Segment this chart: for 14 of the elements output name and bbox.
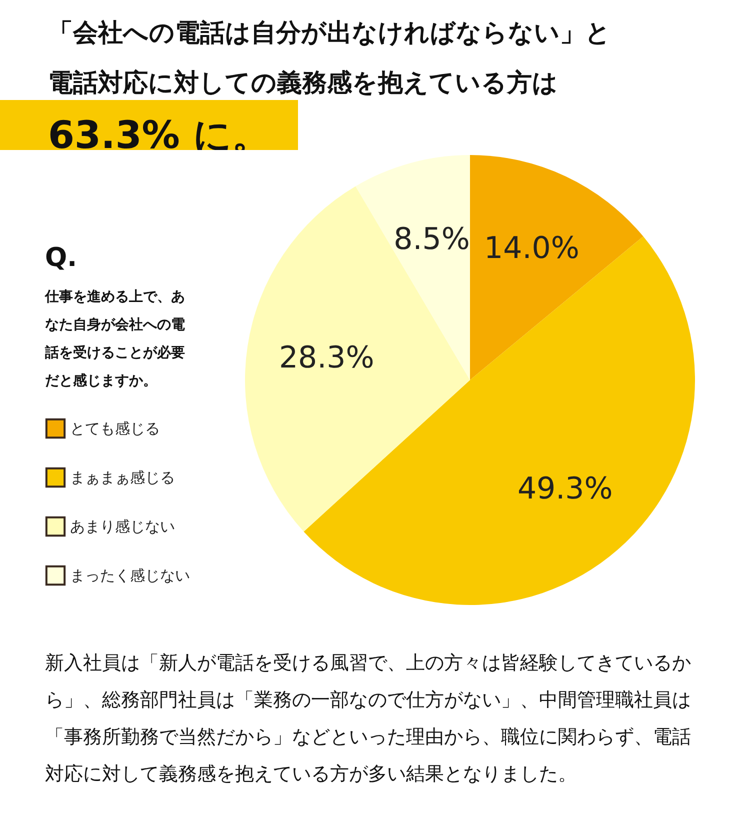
pie-slice (245, 186, 470, 532)
text: Q. (45, 243, 77, 273)
legend-label: まったく感じない (70, 566, 190, 584)
chart-title: 「会社への電話は自分が出なければならない」と電話対応に対しての義務感を抱えている方は (48, 17, 612, 99)
text: 新入社員は「新人が電話を受ける風習で、上の方々は皆経験してきているから」、総務部門社員は「業務の一部なので仕方がない」、中間管理職社員は「事務所勤務で当然だから」などといった理由から、職位に関わらず、電話対応に対して義務感を抱えている方が多い結果となりました。 (45, 651, 692, 787)
legend-label: とても感じる (70, 420, 160, 438)
data-label: 14.0% (484, 230, 580, 266)
text: 仕事を進める上で、あなた自身が会社への電話を受けることが必要だと感じますか。 (45, 288, 185, 391)
legend-label: まぁまぁ感じる (70, 468, 175, 486)
data-label: 8.5% (394, 222, 470, 258)
pie-slice (470, 155, 644, 380)
legend-label: あまり感じない (70, 518, 175, 536)
data-label: 28.3% (278, 340, 374, 376)
data-label: 49.3% (517, 471, 613, 506)
